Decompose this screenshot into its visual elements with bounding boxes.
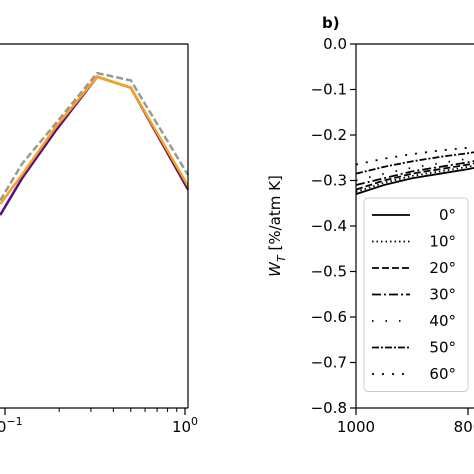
data-line (355, 146, 474, 166)
y-label-sub: T (275, 254, 288, 262)
x-tick-base: 10 (0, 418, 6, 436)
x-tick-label: 800 (454, 418, 474, 436)
x-tick-label: 10−1 (0, 415, 23, 436)
y-label-main: W (266, 261, 284, 277)
x-tick-base: 10 (172, 418, 191, 436)
legend-box (363, 197, 469, 392)
data-line (355, 151, 474, 175)
data-line (0, 75, 190, 205)
x-tick-label: 1000 (337, 418, 375, 436)
x-tick-label: 100 (172, 415, 198, 436)
legend-label: 10° (429, 233, 456, 251)
legend-label: 0° (439, 206, 456, 224)
data-line (355, 164, 474, 193)
legend-label: 20° (429, 259, 456, 277)
legend-label: 50° (429, 339, 456, 357)
panel-title: b) (322, 14, 340, 32)
x-tick-exponent: −1 (6, 415, 22, 428)
legend-label: 60° (429, 365, 456, 383)
legend-label: 30° (429, 286, 456, 304)
data-line (0, 75, 190, 216)
y-tick-label: −0.2 (311, 126, 347, 144)
y-tick-label: 0.0 (323, 35, 347, 53)
y-tick-label: −0.7 (311, 354, 347, 372)
x-tick-exponent: 0 (191, 415, 198, 428)
legend-label: 40° (429, 312, 456, 330)
y-axis-label: WT [%/atm K] (266, 175, 288, 277)
y-tick-label: −0.8 (311, 399, 347, 417)
y-tick-label: −0.5 (311, 263, 347, 281)
data-line (0, 71, 190, 202)
y-tick-label: −0.1 (311, 81, 347, 99)
data-line (355, 166, 474, 196)
y-tick-label: −0.3 (311, 172, 347, 190)
y-tick-label: −0.6 (311, 308, 347, 326)
data-line (355, 160, 474, 186)
y-label-rest: [%/atm K] (266, 175, 284, 255)
y-tick-label: −0.4 (311, 217, 347, 235)
data-line (355, 162, 474, 191)
